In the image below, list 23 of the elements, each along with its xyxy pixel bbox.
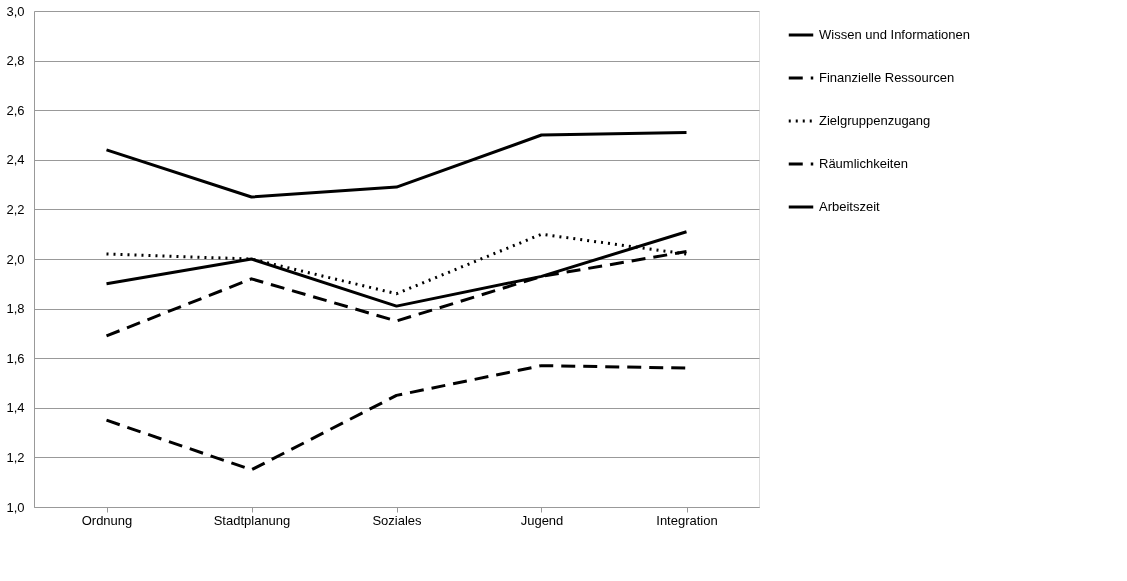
y-tick-label: 2,8 [6, 53, 25, 69]
legend-label: Finanzielle Ressourcen [819, 70, 955, 85]
legend-label: Zielgruppenzugang [819, 113, 931, 128]
line-series [105, 131, 688, 199]
y-tick-label: 1,2 [6, 449, 25, 465]
y-tick-label: 3,0 [6, 3, 25, 19]
y-tick-label: 2,4 [6, 152, 25, 168]
y-tick-label: 1,8 [6, 301, 25, 317]
line-series [105, 364, 688, 472]
legend-label: Räumlichkeiten [819, 156, 908, 171]
y-tick-label: 2,0 [6, 251, 25, 267]
y-tick-label: 1,4 [6, 400, 25, 416]
y-tick-label: 2,2 [6, 201, 25, 217]
x-tick-label: Jugend [520, 512, 564, 528]
y-tick-label: 1,0 [6, 499, 25, 515]
legend-label: Wissen und Informationen [819, 27, 971, 42]
x-tick-label: Soziales [372, 512, 423, 528]
x-tick-label: Integration [656, 512, 718, 528]
legend-label: Arbeitszeit [819, 199, 881, 214]
y-tick-label: 1,6 [6, 350, 25, 366]
x-tick-label: Ordnung [81, 512, 133, 528]
x-tick-label: Stadtplanung [213, 512, 291, 528]
y-tick-label: 2,6 [6, 102, 25, 118]
